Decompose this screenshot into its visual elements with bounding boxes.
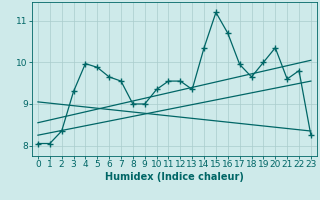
X-axis label: Humidex (Indice chaleur): Humidex (Indice chaleur) [105,172,244,182]
